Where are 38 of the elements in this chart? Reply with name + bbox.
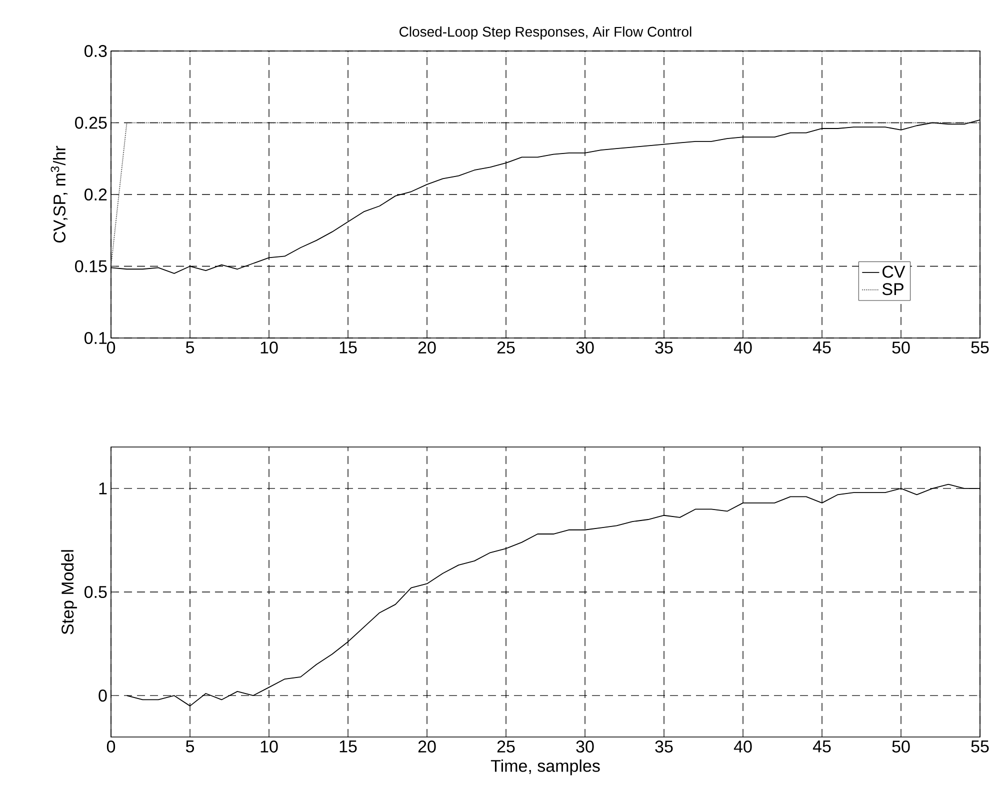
x-tick-label: 45 [812, 342, 831, 354]
y-tick-label: 0 [98, 690, 107, 702]
x-tick-label: 40 [734, 342, 752, 354]
y-tick-label: 0.25 [75, 116, 107, 129]
x-tick-label: 30 [576, 740, 594, 753]
x-tick-label: 0 [106, 342, 116, 354]
y-tick-label: 0.1 [84, 332, 107, 344]
x-tick-label: 5 [186, 342, 194, 354]
legend-label: CV [882, 266, 906, 278]
x-tick-label: 0 [106, 740, 116, 753]
chart-title: Closed-Loop Step Responses, Air Flow Control [400, 26, 692, 40]
x-tick-label: 25 [497, 740, 515, 753]
x-tick-label: 45 [812, 740, 831, 752]
x-tick-label: 20 [418, 740, 436, 753]
x-tick-label: 50 [892, 342, 910, 354]
x-tick-label: 55 [971, 740, 989, 752]
x-tick-label: 35 [655, 342, 673, 354]
x-tick-label: 10 [260, 740, 278, 753]
x-tick-label: 10 [260, 342, 278, 354]
x-tick-label: 15 [340, 740, 357, 752]
y-tick-label: 0.2 [84, 188, 107, 201]
x-tick-label: 30 [576, 342, 594, 354]
y-tick-label: 0.3 [84, 44, 107, 58]
legend-label: SP [882, 283, 904, 296]
y-tick-label: 0.15 [75, 260, 107, 272]
x-axis-title: Time, samples [490, 759, 600, 776]
x-tick-label: 25 [497, 342, 515, 354]
x-tick-label: 55 [971, 342, 989, 354]
y-tick-label: 0.5 [84, 586, 107, 598]
x-tick-label: 35 [655, 740, 673, 753]
x-tick-label: 50 [892, 740, 910, 753]
x-tick-label: 15 [340, 342, 357, 354]
y-axis-title: Step Model [61, 550, 77, 634]
x-tick-label: 5 [186, 740, 194, 752]
y-tick-label: 1 [99, 482, 107, 494]
y-axis-title: CV,SP, m$^{3}$/hr [50, 146, 68, 243]
x-tick-label: 20 [418, 342, 436, 354]
x-tick-label: 40 [734, 740, 752, 753]
